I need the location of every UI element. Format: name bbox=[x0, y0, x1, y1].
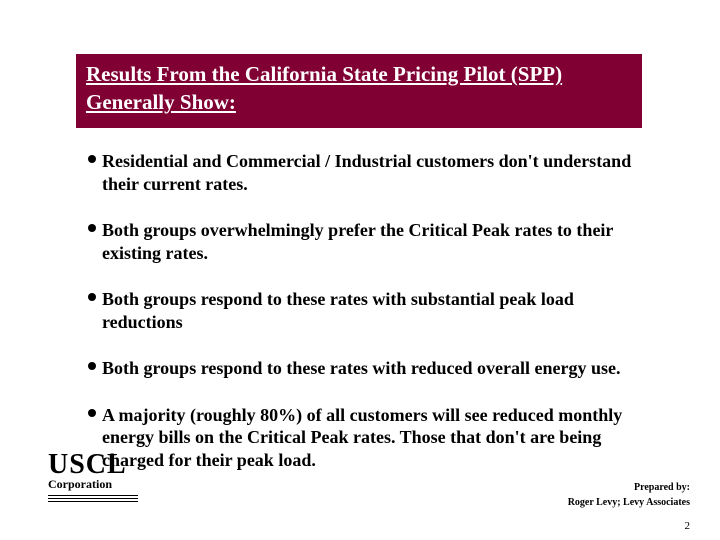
prepared-name: Roger Levy; Levy Associates bbox=[568, 495, 690, 510]
logo-rules-icon bbox=[48, 495, 138, 502]
bullet-text: Both groups respond to these rates with … bbox=[102, 358, 620, 378]
bullet-dot-icon bbox=[88, 362, 96, 370]
bullet-text: Residential and Commercial / Industrial … bbox=[102, 151, 631, 194]
bullet-item: Residential and Commercial / Industrial … bbox=[88, 150, 650, 195]
bullet-dot-icon bbox=[88, 293, 96, 301]
footer-logo: USCL Corporation bbox=[48, 449, 138, 504]
slide-title: Results From the California State Pricin… bbox=[86, 60, 632, 117]
bullet-text: Both groups respond to these rates with … bbox=[102, 289, 574, 332]
title-band: Results From the California State Pricin… bbox=[76, 54, 642, 128]
bullet-dot-icon bbox=[88, 155, 96, 163]
bullet-item: Both groups overwhelmingly prefer the Cr… bbox=[88, 219, 650, 264]
bullet-text: A majority (roughly 80%) of all customer… bbox=[102, 405, 622, 470]
bullet-dot-icon bbox=[88, 224, 96, 232]
bullet-item: Both groups respond to these rates with … bbox=[88, 357, 650, 380]
bullet-list: Residential and Commercial / Industrial … bbox=[88, 150, 650, 495]
bullet-item: A majority (roughly 80%) of all customer… bbox=[88, 404, 650, 472]
bullet-text: Both groups overwhelmingly prefer the Cr… bbox=[102, 220, 613, 263]
page-number: 2 bbox=[685, 520, 691, 532]
bullet-dot-icon bbox=[88, 409, 96, 417]
prepared-by: Prepared by: Roger Levy; Levy Associates bbox=[568, 480, 690, 510]
bullet-item: Both groups respond to these rates with … bbox=[88, 288, 650, 333]
prepared-label: Prepared by: bbox=[568, 480, 690, 495]
